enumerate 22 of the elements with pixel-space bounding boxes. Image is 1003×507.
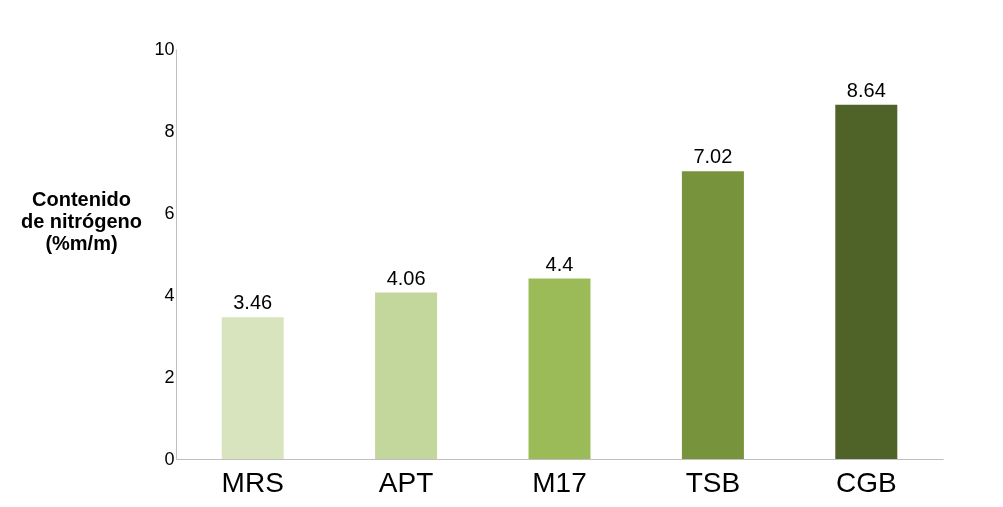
data-label: 3.46 [233, 291, 273, 314]
y-tick-label: 6 [164, 202, 175, 223]
y-tick-label: 2 [164, 366, 175, 387]
x-tick-label: APT [378, 466, 434, 498]
x-tick-label: CGB [835, 466, 897, 498]
y-axis-title: Contenido de nitrógeno (%m/m) [20, 187, 143, 254]
x-tick-label: MRS [221, 466, 284, 498]
y-tick-label: 0 [164, 448, 175, 469]
data-label: 4.06 [386, 266, 426, 289]
y-tick-label: 4 [164, 284, 175, 305]
bar [835, 104, 898, 459]
bar [528, 278, 591, 459]
data-label: 8.64 [846, 78, 886, 101]
data-label: 7.02 [693, 145, 733, 168]
x-tick-label: M17 [532, 466, 587, 498]
y-tick-label: 10 [154, 38, 175, 59]
data-label: 4.4 [545, 252, 574, 275]
bar [681, 171, 744, 459]
bar [221, 317, 284, 459]
y-tick-label: 8 [164, 120, 175, 141]
bar [375, 292, 438, 459]
x-tick-label: TSB [685, 466, 741, 498]
